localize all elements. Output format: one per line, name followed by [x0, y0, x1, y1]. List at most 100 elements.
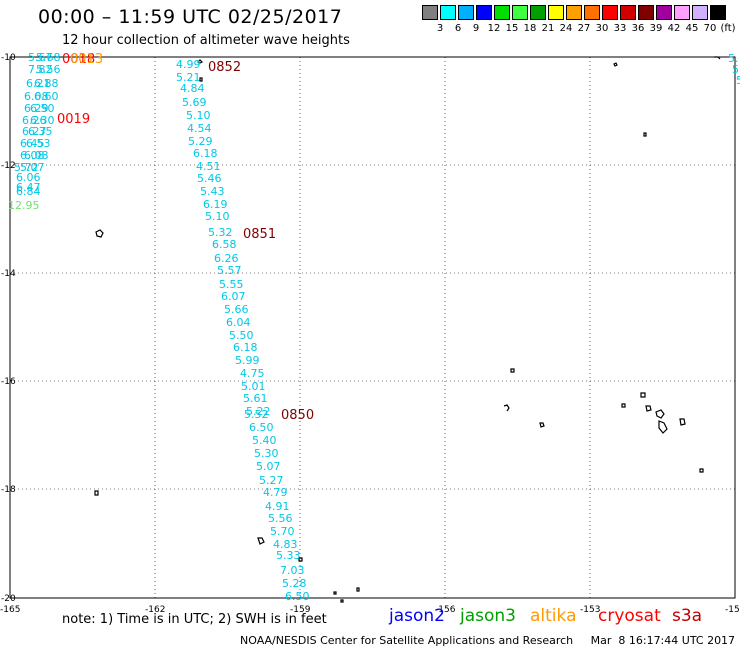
map-subtitle: 12 hour collection of altimeter wave hei… — [62, 33, 350, 48]
swh-label: 5 — [736, 74, 740, 87]
swh-label: 6.19 — [203, 198, 228, 211]
swh-label: 6.50 — [249, 421, 274, 434]
legend-label: 12 — [487, 23, 501, 34]
swh-label: 4.91 — [265, 500, 290, 513]
legend-label: 45 — [685, 23, 699, 34]
legend-swatch — [530, 5, 546, 20]
swh-label: 6.21 — [26, 77, 51, 90]
legend-label: 18 — [523, 23, 537, 34]
legend-swatch — [638, 5, 654, 20]
swh-label: 6.04 — [226, 316, 251, 329]
island — [655, 409, 665, 419]
swh-label: 6.07 — [221, 290, 246, 303]
swh-label: 7.82 — [28, 63, 53, 76]
map-grid — [9, 56, 736, 599]
swh-label: 6.30 — [30, 114, 55, 127]
swh-label: 5. — [732, 63, 740, 76]
swh-label: 6.47 — [16, 181, 41, 194]
y-tick-label: -18 — [1, 485, 16, 495]
y-tick-label: -20 — [1, 594, 16, 604]
island — [356, 587, 360, 592]
swh-label: 6.45 — [20, 137, 45, 150]
legend-swatch — [566, 5, 582, 20]
map-footer: NOAA/NESDIS Center for Satellite Applica… — [240, 634, 736, 647]
legend-swatch — [584, 5, 600, 20]
swh-label: 6.27 — [22, 125, 47, 138]
swh-label: 5.21 — [176, 71, 201, 84]
swh-label: 5.61 — [243, 392, 268, 405]
swh-label: 4.79 — [263, 486, 288, 499]
island-outlines — [94, 56, 721, 603]
pass-time-label: 0013 — [70, 52, 103, 67]
legend-label: 70 — [703, 23, 717, 34]
x-tick-label: -162 — [145, 605, 165, 615]
legend-label: 21 — [541, 23, 555, 34]
swh-label: 5.56 — [36, 63, 61, 76]
swh-label: 6.18 — [233, 341, 258, 354]
y-tick-label: -10 — [1, 53, 16, 63]
satellite-cryosat: cryosat — [598, 606, 661, 626]
swh-label: 6.35 — [28, 125, 53, 138]
island — [658, 420, 668, 434]
legend-label: 27 — [577, 23, 591, 34]
island — [679, 418, 686, 426]
swh-label: 6.84 — [16, 185, 41, 198]
swh-label: 5.07 — [256, 460, 281, 473]
legend-label: 15 — [505, 23, 519, 34]
swh-label: 6.29 — [24, 102, 49, 115]
swh-label: 4.99 — [176, 58, 201, 71]
swh-label: 5.50 — [229, 329, 254, 342]
satellite-jason2: jason2 — [389, 606, 445, 626]
swh-label: 5.55 — [219, 278, 244, 291]
legend-swatch — [656, 5, 672, 20]
legend-swatch — [494, 5, 510, 20]
pass-time-label: 0019 — [57, 112, 90, 127]
legend-swatch — [602, 5, 618, 20]
legend-label: 36 — [631, 23, 645, 34]
island — [196, 59, 204, 64]
swh-label: 5.27 — [259, 474, 284, 487]
swh-label: 5.57 — [217, 264, 242, 277]
legend-swatch — [476, 5, 492, 20]
swh-label: 5.46 — [197, 172, 222, 185]
legend-swatch — [458, 5, 474, 20]
island — [640, 392, 646, 398]
island — [621, 403, 626, 408]
island — [699, 468, 704, 473]
legend-label: 33 — [613, 23, 627, 34]
swh-label: 5.28 — [282, 577, 307, 590]
legend-swatch — [674, 5, 690, 20]
swh-label: 6.60 — [34, 90, 59, 103]
swh-label: 5.43 — [200, 185, 225, 198]
swh-label: 6.08 — [24, 90, 49, 103]
x-tick-label: -15 — [725, 605, 740, 615]
pass-time-label: 0018 — [62, 52, 95, 67]
satellite-s3a: s3a — [672, 606, 703, 626]
swh-label: 6.18 — [193, 147, 218, 160]
swh-label: 6.50 — [30, 102, 55, 115]
island — [257, 537, 265, 545]
swh-label: 12.95 — [8, 199, 40, 212]
legend-label: 9 — [472, 23, 480, 34]
swh-label: 5.22 — [246, 405, 271, 418]
swh-label: 4.84 — [180, 82, 205, 95]
swh-label: 6.08 — [20, 149, 45, 162]
swh-label: 5.30 — [254, 447, 279, 460]
island — [199, 77, 203, 82]
swh-label: 5.29 — [188, 135, 213, 148]
swh-label: 5.07 — [20, 161, 45, 174]
x-tick-label: -156 — [435, 605, 456, 615]
island — [539, 422, 545, 428]
swh-label: 5. — [728, 52, 739, 65]
swh-label: 5.70 — [270, 525, 295, 538]
island — [95, 229, 104, 238]
legend-label: 39 — [649, 23, 663, 34]
swh-label: 5.01 — [241, 380, 266, 393]
map-note: note: 1) Time is in UTC; 2) SWH is in fe… — [62, 612, 327, 627]
map-tick-labels: -165 -162 -159 -156 -153 -15 -10 -12 -14 -16 -18 -2… — [0, 53, 740, 615]
swh-label: 5.68 — [36, 51, 61, 64]
swh-label: 6.50 — [285, 590, 310, 603]
island — [510, 368, 515, 373]
swh-label: 6.88 — [34, 77, 59, 90]
